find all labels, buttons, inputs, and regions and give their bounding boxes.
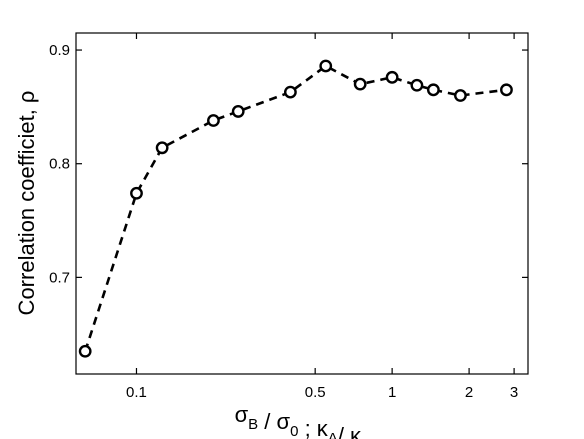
y-axis-label: Correlation coefficiet, ρ <box>14 91 39 316</box>
x-label-subscript: 0 <box>290 423 298 439</box>
data-point <box>426 83 440 97</box>
data-point <box>385 70 399 84</box>
x-tick-label: 2 <box>465 384 473 401</box>
data-point <box>500 83 513 97</box>
y-axis-ticks: 0.7 0.8 0.9 <box>49 42 528 286</box>
data-point <box>319 59 333 73</box>
x-tick-label: 0.1 <box>126 384 147 401</box>
y-tick-label: 0.7 <box>49 269 70 286</box>
data-point <box>78 344 92 358</box>
x-label-subscript: 0 <box>361 437 369 439</box>
series-line <box>83 64 507 352</box>
x-label-symbol: / κ <box>338 423 362 439</box>
data-point <box>155 141 169 155</box>
data-series <box>78 59 513 358</box>
x-tick-label: 3 <box>510 384 518 401</box>
x-label-subscript: B <box>248 416 258 433</box>
x-label-symbol: / σ <box>258 409 290 434</box>
x-axis-label: σB / σ0 ; κA/ κ0 <box>235 402 370 439</box>
plot-area-frame <box>75 32 529 375</box>
data-point <box>130 186 143 200</box>
data-point <box>283 85 297 99</box>
x-axis-ticks: 0.1 0.5 1 2 3 <box>126 33 518 401</box>
data-point <box>207 114 220 127</box>
x-label-symbol: σ <box>235 402 249 427</box>
x-label-symbol: ; κ <box>298 416 328 439</box>
data-point <box>231 105 245 118</box>
y-tick-label: 0.9 <box>49 42 70 59</box>
data-point <box>353 77 367 91</box>
data-point <box>410 78 424 92</box>
x-label-subscript: A <box>328 430 338 439</box>
x-tick-label: 0.5 <box>305 384 326 401</box>
y-tick-label: 0.8 <box>49 156 70 173</box>
x-tick-label: 1 <box>388 384 396 401</box>
data-point <box>454 89 467 102</box>
